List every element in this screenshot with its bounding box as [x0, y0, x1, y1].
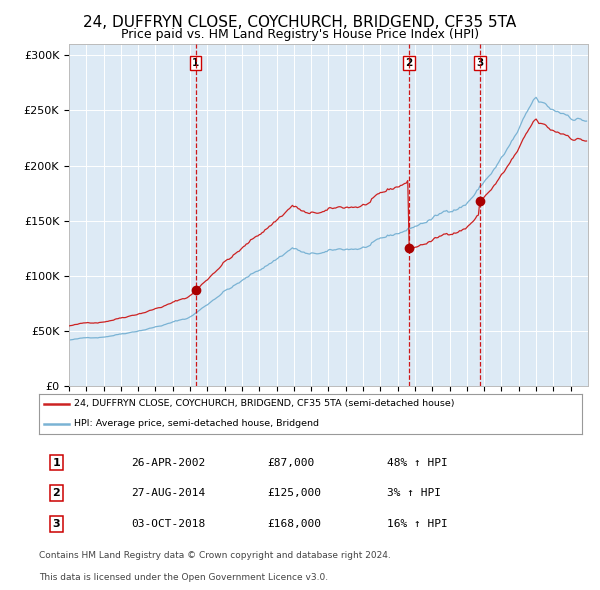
Text: 2: 2 — [53, 489, 60, 498]
Text: 1: 1 — [192, 58, 199, 68]
Text: 26-APR-2002: 26-APR-2002 — [131, 458, 206, 467]
Text: 27-AUG-2014: 27-AUG-2014 — [131, 489, 206, 498]
Text: HPI: Average price, semi-detached house, Bridgend: HPI: Average price, semi-detached house,… — [74, 419, 319, 428]
Text: 24, DUFFRYN CLOSE, COYCHURCH, BRIDGEND, CF35 5TA (semi-detached house): 24, DUFFRYN CLOSE, COYCHURCH, BRIDGEND, … — [74, 399, 455, 408]
Text: 48% ↑ HPI: 48% ↑ HPI — [386, 458, 447, 467]
Text: 3% ↑ HPI: 3% ↑ HPI — [386, 489, 440, 498]
Text: 16% ↑ HPI: 16% ↑ HPI — [386, 519, 447, 529]
Text: 24, DUFFRYN CLOSE, COYCHURCH, BRIDGEND, CF35 5TA: 24, DUFFRYN CLOSE, COYCHURCH, BRIDGEND, … — [83, 15, 517, 30]
Text: £168,000: £168,000 — [267, 519, 321, 529]
Text: Contains HM Land Registry data © Crown copyright and database right 2024.: Contains HM Land Registry data © Crown c… — [39, 550, 391, 560]
Text: 03-OCT-2018: 03-OCT-2018 — [131, 519, 206, 529]
Text: This data is licensed under the Open Government Licence v3.0.: This data is licensed under the Open Gov… — [39, 573, 328, 582]
Text: £125,000: £125,000 — [267, 489, 321, 498]
Text: Price paid vs. HM Land Registry's House Price Index (HPI): Price paid vs. HM Land Registry's House … — [121, 28, 479, 41]
Text: 3: 3 — [476, 58, 484, 68]
Text: 2: 2 — [406, 58, 413, 68]
Text: 3: 3 — [53, 519, 60, 529]
Text: £87,000: £87,000 — [267, 458, 314, 467]
Text: 1: 1 — [53, 458, 60, 467]
